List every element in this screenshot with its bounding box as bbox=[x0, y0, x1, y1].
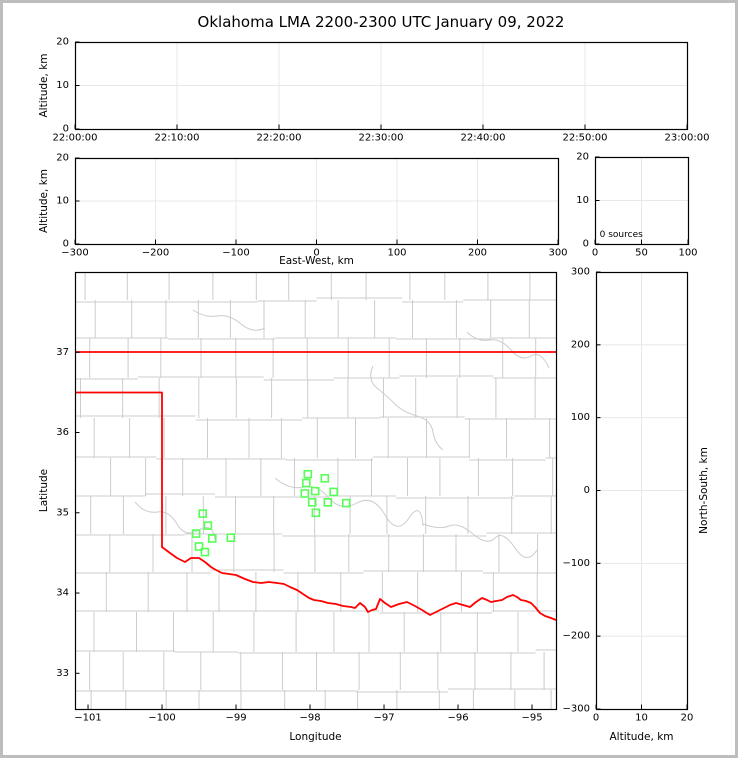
lma-station-marker bbox=[307, 498, 317, 507]
y-axis-label: North-South, km bbox=[698, 447, 710, 534]
x-axis-label: East-West, km bbox=[279, 255, 354, 267]
state-border-red-river bbox=[161, 546, 556, 621]
x-axis-label: Altitude, km bbox=[609, 731, 673, 743]
x-tick-label: 22:20:00 bbox=[257, 132, 302, 143]
y-tick-label: 35 bbox=[56, 507, 69, 518]
y-tick-label: 37 bbox=[56, 347, 69, 358]
y-tick-label: 10 bbox=[56, 196, 69, 207]
x-tick-label: 0 bbox=[593, 712, 599, 723]
river-lines bbox=[134, 309, 550, 558]
x-tick-label: 22:40:00 bbox=[461, 132, 506, 143]
x-tick-label: −100 bbox=[148, 712, 175, 723]
y-tick-label: 0 bbox=[584, 485, 590, 496]
county-boundaries bbox=[75, 272, 556, 709]
x-tick-label: 200 bbox=[468, 247, 487, 258]
map-layers bbox=[75, 272, 556, 709]
panel-border bbox=[74, 271, 558, 711]
x-tick-label: 10 bbox=[635, 712, 648, 723]
y-tick-label: 33 bbox=[56, 668, 69, 679]
lma-station-marker bbox=[302, 478, 311, 488]
lma-station-marker bbox=[341, 498, 351, 508]
y-tick-label: 10 bbox=[56, 80, 69, 91]
x-tick-label: −101 bbox=[74, 712, 101, 723]
lma-station-marker bbox=[310, 486, 320, 496]
lma-station-marker bbox=[194, 542, 204, 551]
y-tick-label: 0 bbox=[583, 239, 589, 250]
lma-station-marker bbox=[208, 534, 217, 543]
x-tick-label: −300 bbox=[61, 247, 88, 258]
river-line bbox=[422, 523, 538, 558]
map-panel: −101 −100 −99 −98 −97 −96 −95 33 34 35 36 37 Longitu… bbox=[38, 271, 558, 743]
x-tick-label: 0 bbox=[313, 247, 319, 258]
lma-stations bbox=[191, 469, 351, 557]
x-tick-label: 300 bbox=[548, 247, 567, 258]
x-tick-label: −96 bbox=[447, 712, 468, 723]
hist-panel: 0 50 100 0 10 20 0 sources bbox=[576, 152, 697, 259]
x-tick-label: −97 bbox=[373, 712, 394, 723]
y-tick-label: 20 bbox=[56, 37, 69, 48]
y-tick-label: −300 bbox=[563, 704, 590, 715]
y-tick-label: 34 bbox=[56, 588, 69, 599]
river-line bbox=[192, 309, 266, 331]
x-tick-label: 22:30:00 bbox=[359, 132, 404, 143]
y-tick-label: −200 bbox=[563, 631, 590, 642]
lma-station-marker bbox=[323, 498, 333, 507]
ew-panel: −300 −200 −100 0 100 200 300 0 10 20 East-West, km… bbox=[38, 153, 568, 268]
river-line bbox=[370, 365, 444, 451]
y-tick-label: −100 bbox=[563, 558, 590, 569]
state-border-panhandle bbox=[75, 391, 163, 548]
river-line bbox=[134, 501, 216, 541]
lma-station-marker bbox=[226, 533, 236, 543]
x-tick-label: 22:00:00 bbox=[53, 132, 98, 143]
y-axis-label: Latitude bbox=[38, 469, 50, 512]
x-axis-label: Longitude bbox=[289, 731, 341, 743]
x-tick-label: −100 bbox=[222, 247, 249, 258]
x-tick-label: 20 bbox=[681, 712, 694, 723]
ns-panel: 0 10 20 −300 −200 −100 0 100 200 300 Altitude, km N… bbox=[563, 267, 710, 744]
y-tick-label: 200 bbox=[571, 339, 590, 350]
lma-station-marker bbox=[320, 474, 330, 483]
lma-station-marker bbox=[311, 508, 321, 518]
lma-station-marker bbox=[200, 547, 210, 557]
x-tick-label: 22:10:00 bbox=[155, 132, 200, 143]
x-tick-label: 50 bbox=[635, 247, 648, 258]
x-tick-label: −200 bbox=[142, 247, 169, 258]
lma-station-marker bbox=[203, 521, 213, 530]
x-tick-label: −98 bbox=[299, 712, 320, 723]
sources-count-label: 0 sources bbox=[600, 230, 643, 240]
lma-station-marker bbox=[198, 509, 207, 518]
y-tick-label: 100 bbox=[571, 412, 590, 423]
lma-station-marker bbox=[191, 529, 201, 538]
x-tick-label: −95 bbox=[521, 712, 542, 723]
y-tick-label: 10 bbox=[576, 195, 589, 206]
x-tick-label: 23:00:00 bbox=[665, 132, 710, 143]
time-panel: 22:00:00 22:10:00 22:20:00 22:30:00 22:40:00… bbox=[38, 37, 709, 144]
x-tick-label: 22:50:00 bbox=[563, 132, 608, 143]
oklahoma-state-border bbox=[75, 351, 556, 621]
y-axis-label: Altitude, km bbox=[38, 169, 50, 233]
y-tick-label: 0 bbox=[63, 239, 69, 250]
x-tick-label: 100 bbox=[678, 247, 697, 258]
x-tick-label: 0 bbox=[592, 247, 598, 258]
x-tick-label: 100 bbox=[387, 247, 406, 258]
river-line bbox=[466, 331, 550, 369]
y-tick-label: 20 bbox=[56, 153, 69, 164]
lma-station-marker bbox=[329, 487, 338, 497]
chart-title: Oklahoma LMA 2200-2300 UTC January 09, 2… bbox=[197, 13, 565, 31]
y-tick-label: 0 bbox=[63, 124, 69, 135]
lma-station-marker bbox=[300, 489, 310, 498]
y-tick-label: 36 bbox=[56, 427, 69, 438]
x-tick-label: −99 bbox=[225, 712, 246, 723]
y-tick-label: 300 bbox=[571, 267, 590, 278]
lma-station-marker bbox=[303, 469, 313, 479]
y-axis-label: Altitude, km bbox=[38, 53, 50, 117]
y-tick-label: 20 bbox=[576, 152, 589, 163]
